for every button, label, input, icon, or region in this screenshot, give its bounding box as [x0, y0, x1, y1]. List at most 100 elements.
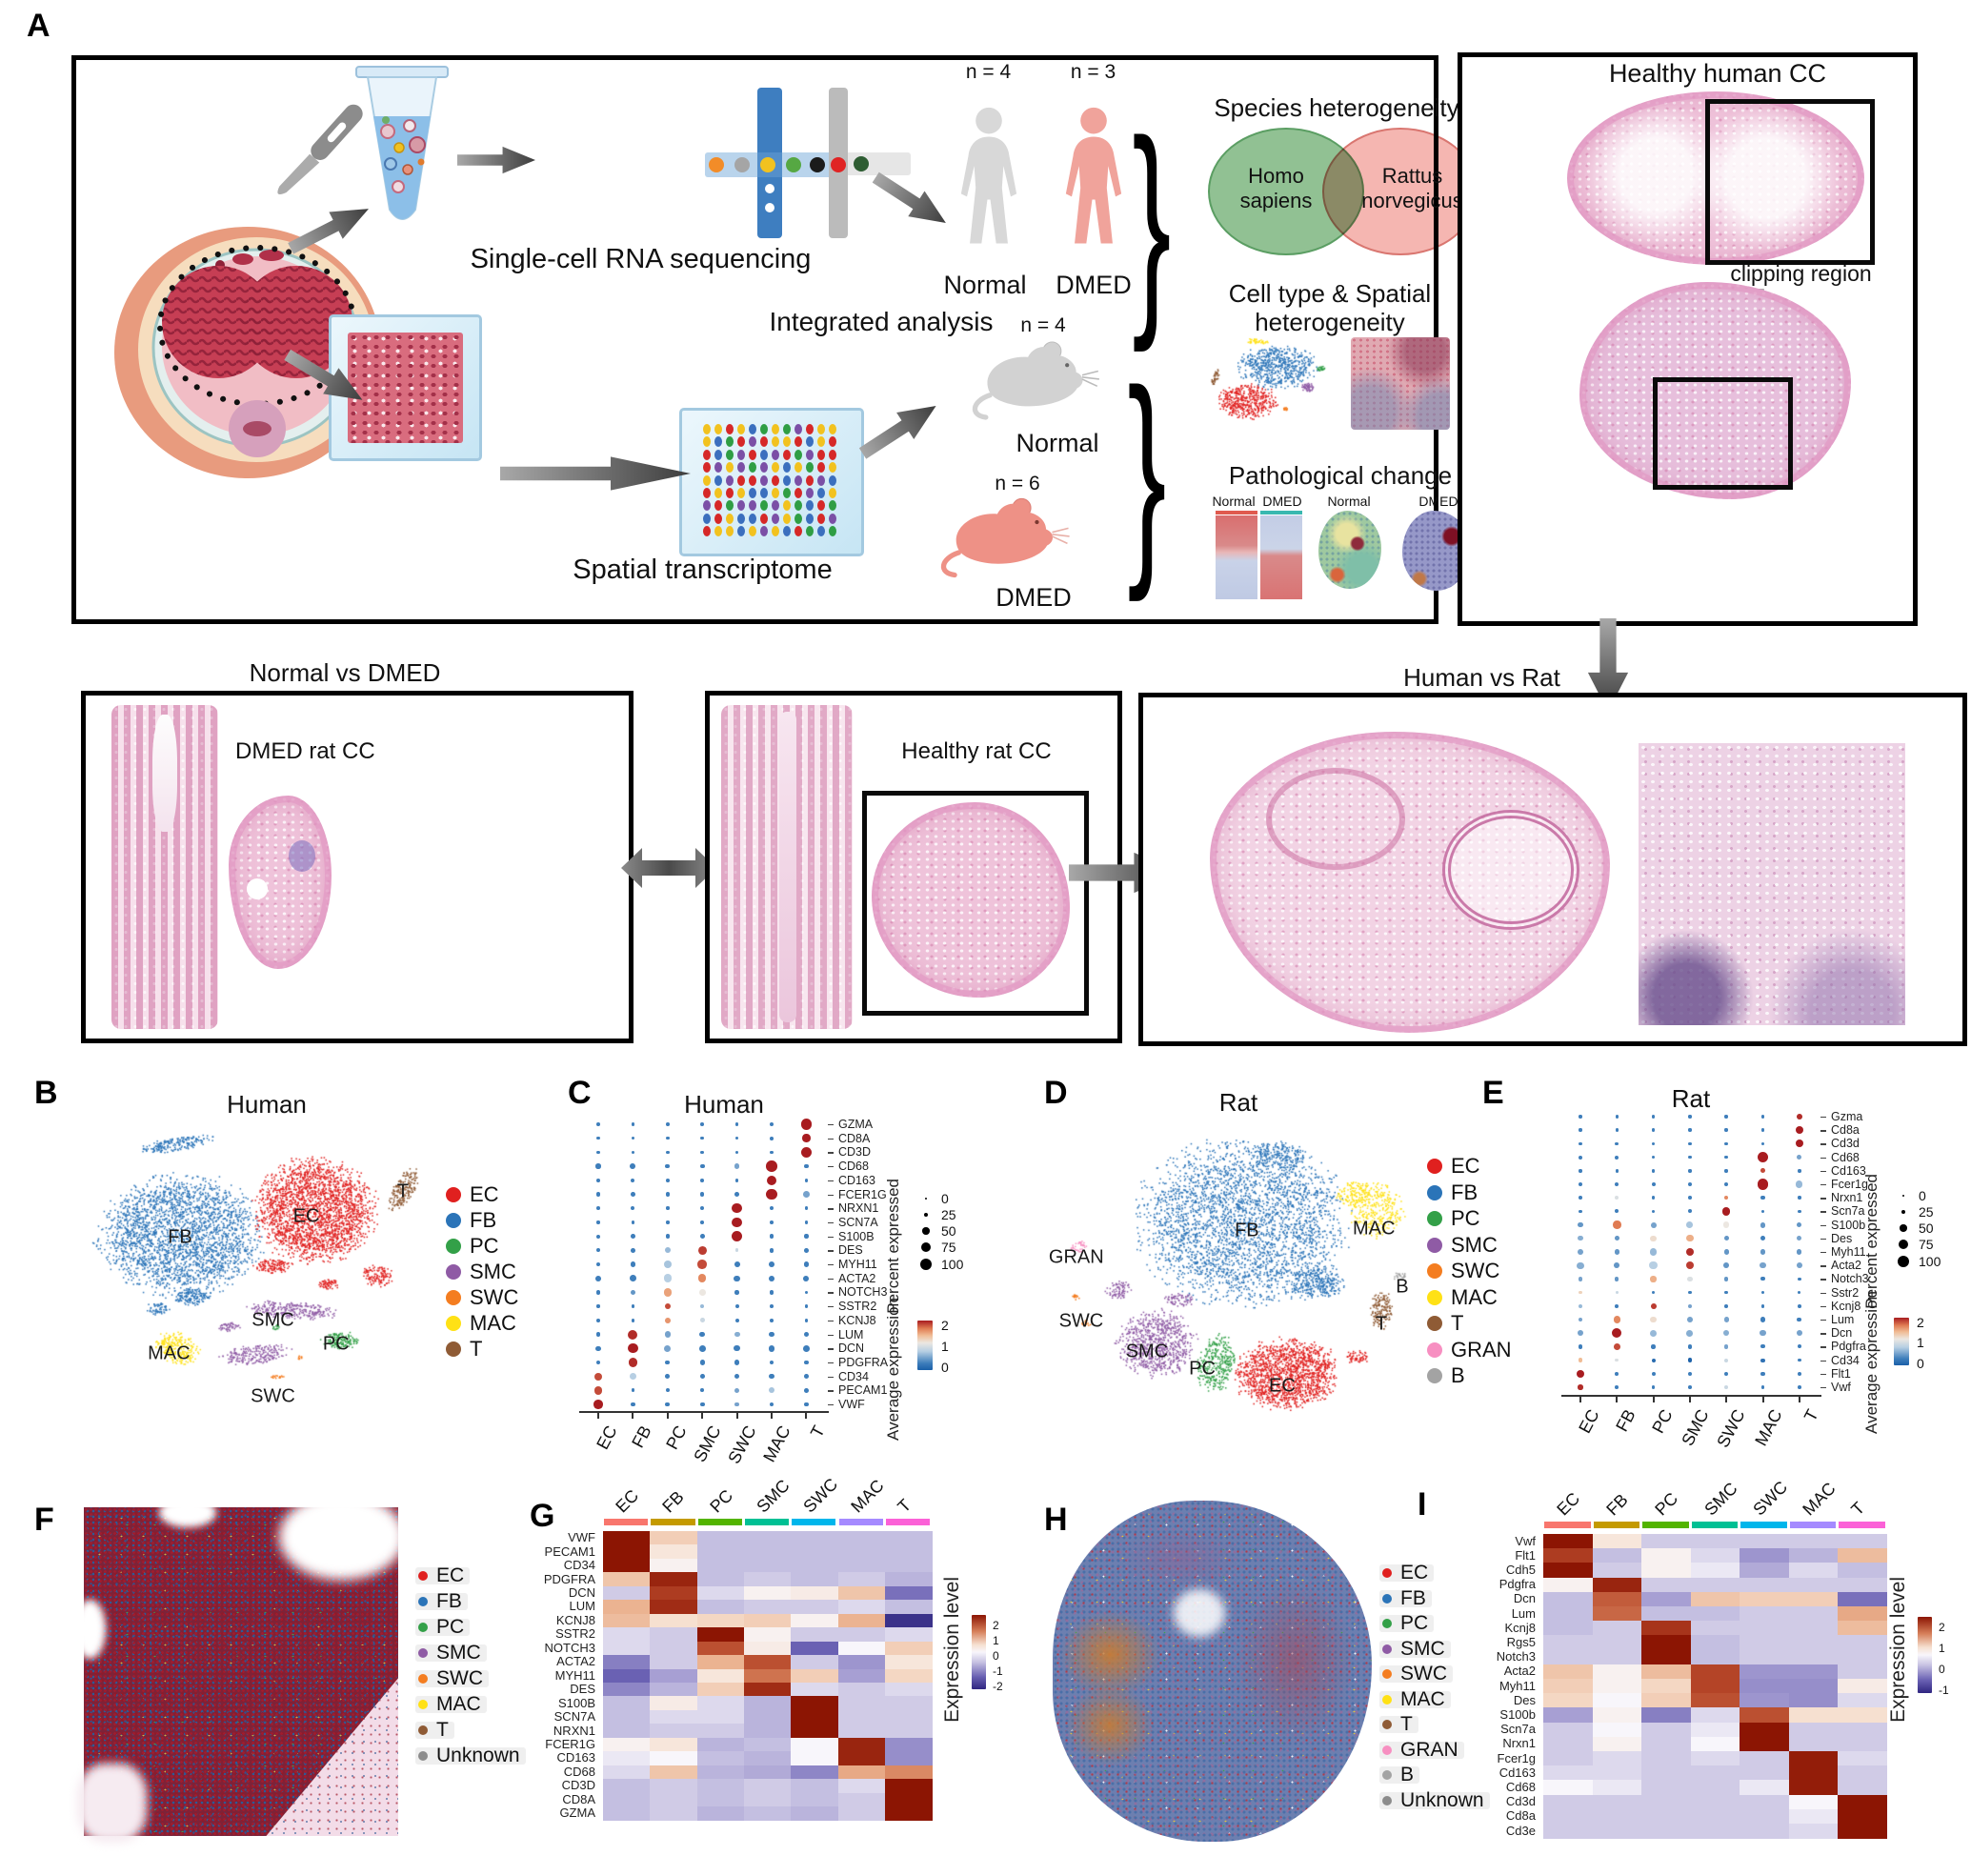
x-tick — [1798, 1397, 1800, 1402]
spot — [772, 526, 779, 537]
dot-CD3D-SMC — [700, 1150, 704, 1155]
legend-label-unknown: Unknown — [436, 1745, 520, 1766]
x-axis-label-smc: SMC — [690, 1422, 725, 1465]
dot-GZMA-T — [800, 1119, 812, 1130]
dot-NRXN1-T — [804, 1206, 809, 1210]
spot — [749, 436, 756, 448]
dot-Myh11-SMC — [1685, 1247, 1695, 1257]
dot-Dcn-FB — [1612, 1328, 1622, 1339]
percent-tick-100: 100 — [1919, 1254, 1941, 1269]
spot — [714, 436, 722, 448]
heatmap-cell-Kcnj8-SWC — [1740, 1621, 1789, 1636]
heatmap-cell-SCN7A-MAC — [837, 1709, 886, 1725]
heatmap-cell-Fcer1g-SWC — [1740, 1751, 1789, 1766]
gene-label-NRXN1: NRXN1 — [838, 1201, 879, 1216]
heatmap-gene-label-PECAM1: PECAM1 — [544, 1543, 595, 1559]
gene-tick — [828, 1376, 834, 1378]
heatmap-cell-S100B-FB — [650, 1696, 698, 1711]
venn-left-label: Homo sapiens — [1239, 164, 1313, 212]
dot-Cd3d-PC — [1651, 1141, 1656, 1146]
legend-item-ec: EC — [446, 1182, 499, 1206]
legend-item-mac: MAC — [415, 1693, 487, 1715]
heatmap-cell-NRXN1-SWC — [791, 1724, 838, 1739]
x-axis-label-pc: PC — [1647, 1406, 1677, 1437]
gene-label-Acta2: Acta2 — [1831, 1259, 1861, 1273]
heatmap-cell-Dcn-FB — [1592, 1591, 1642, 1607]
gene-tick — [828, 1362, 834, 1364]
gene-tick — [828, 1348, 834, 1350]
legend-label-gran: GRAN — [1451, 1337, 1512, 1362]
percent-tick-0: 0 — [941, 1191, 949, 1206]
dot-FCER1G-SWC — [734, 1192, 739, 1197]
human-tsne-canvas — [69, 1113, 440, 1418]
mini-spatial-normal — [1318, 511, 1381, 589]
dot-Cd34-SWC — [1724, 1358, 1729, 1362]
dot-MYH11-SMC — [697, 1260, 707, 1269]
spot — [817, 513, 825, 524]
heatmap-cell-Lum-FB — [1592, 1606, 1642, 1622]
heatmap-cell-CD3D-FB — [650, 1779, 698, 1794]
legend-dot-b — [1382, 1770, 1392, 1780]
heatmap-cell-Acta2-EC — [1543, 1664, 1593, 1680]
x-axis-label-t: T — [1800, 1406, 1822, 1425]
heatmap-cell-Cdh5-FB — [1592, 1563, 1642, 1579]
dot-CD68-FB — [630, 1163, 636, 1169]
heatmap-gene-label-NRXN1: NRXN1 — [553, 1723, 595, 1738]
percent-dot-50 — [1900, 1224, 1907, 1232]
legend-label-fb: FB — [470, 1208, 497, 1232]
mini-heatmap-normal-col — [1216, 515, 1257, 599]
legend-dot-fb — [418, 1597, 428, 1606]
spot — [794, 462, 802, 474]
spot — [806, 513, 814, 524]
dot-CD3D-FB — [631, 1150, 635, 1155]
spot — [806, 449, 814, 460]
legend-label-t: T — [1451, 1311, 1464, 1335]
dot-Notch3-MAC — [1760, 1277, 1765, 1281]
dot-Cd163-PC — [1651, 1169, 1656, 1173]
legend-item-mac: MAC — [1427, 1285, 1498, 1309]
gene-label-Cd8a: Cd8a — [1831, 1123, 1860, 1138]
tissue-section — [348, 333, 463, 443]
gene-label-Des: Des — [1831, 1231, 1853, 1245]
legend-item-smc: SMC — [1427, 1233, 1498, 1257]
heatmap-cell-FCER1G-SMC — [743, 1737, 792, 1752]
heatmap-cell-VWF-EC — [603, 1531, 651, 1545]
heatmap-col-label-smc: SMC — [753, 1475, 794, 1517]
dot-SCN7A-T — [804, 1220, 809, 1224]
heatmap-cell-LUM-SWC — [791, 1600, 838, 1615]
dot-CD34-SWC — [734, 1373, 740, 1380]
legend-dot-ec — [446, 1187, 461, 1202]
spot — [829, 526, 836, 537]
gene-label-Nrxn1: Nrxn1 — [1831, 1191, 1863, 1205]
legend-item-pc: PC — [415, 1616, 471, 1638]
heatmap-cell-Cd163-EC — [1543, 1765, 1593, 1781]
dot-ACTA2-T — [803, 1275, 810, 1281]
legend-item-gran: GRAN — [1427, 1337, 1512, 1362]
panel-f-label: F — [34, 1502, 54, 1538]
gene-tick — [828, 1334, 834, 1336]
x-axis — [579, 1411, 829, 1413]
heatmap-cell-DES-EC — [603, 1682, 651, 1697]
spot — [817, 436, 825, 448]
spot-array-slide-icon — [679, 408, 864, 556]
heatmap-cell-FCER1G-MAC — [837, 1737, 886, 1752]
legend-label-t: T — [436, 1719, 449, 1741]
dot-Sstr2-MAC — [1760, 1290, 1765, 1295]
dot-Cd8a-EC — [1579, 1128, 1582, 1132]
percent-dot-100 — [1897, 1255, 1910, 1268]
heatmap-gene-label-Cd8a: Cd8a — [1505, 1808, 1536, 1824]
cluster-label-t: T — [396, 1180, 410, 1202]
heatmap-cell-NOTCH3-MAC — [837, 1641, 886, 1656]
legend-label-ec: EC — [470, 1182, 499, 1206]
dot-Des-EC — [1578, 1236, 1583, 1241]
heatmap-cell-PECAM1-T — [884, 1544, 933, 1560]
legend-label-gran: GRAN — [1400, 1738, 1458, 1761]
heatmap-cell-Cd163-T — [1838, 1765, 1887, 1781]
gene-label-SSTR2: SSTR2 — [838, 1300, 877, 1314]
dot-DCN-T — [802, 1344, 810, 1352]
x-axis-label-smc: SMC — [1678, 1406, 1713, 1449]
rat-cc-ring-structure2 — [1265, 767, 1406, 870]
heatmap-cell-Fcer1g-FB — [1592, 1751, 1642, 1766]
legend-label-swc: SWC — [1451, 1259, 1500, 1282]
percent-tick-50: 50 — [941, 1223, 956, 1239]
